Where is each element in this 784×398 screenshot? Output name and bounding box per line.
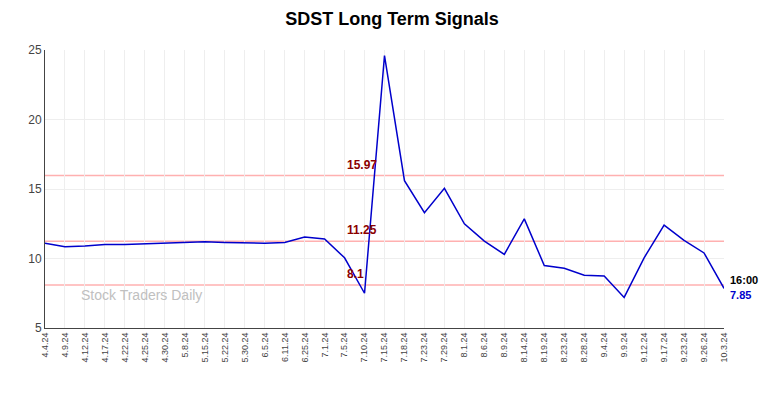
svg-text:20: 20 <box>28 113 42 127</box>
svg-text:7.5.24: 7.5.24 <box>339 333 349 358</box>
svg-text:7.10.24: 7.10.24 <box>359 333 369 363</box>
svg-text:4.12.24: 4.12.24 <box>80 333 90 363</box>
svg-text:16:00: 16:00 <box>730 274 758 286</box>
svg-text:8.19.24: 8.19.24 <box>539 333 549 363</box>
svg-text:4.4.24: 4.4.24 <box>40 333 50 358</box>
svg-text:15.97: 15.97 <box>347 158 377 172</box>
svg-text:4.22.24: 4.22.24 <box>120 333 130 363</box>
svg-text:6.5.24: 6.5.24 <box>260 333 270 358</box>
svg-text:7.18.24: 7.18.24 <box>399 333 409 363</box>
svg-text:8.9.24: 8.9.24 <box>499 333 509 358</box>
svg-text:4.9.24: 4.9.24 <box>60 333 70 358</box>
svg-text:7.23.24: 7.23.24 <box>419 333 429 363</box>
svg-text:5: 5 <box>35 321 42 335</box>
svg-text:8.6.24: 8.6.24 <box>479 333 489 358</box>
svg-text:9.12.24: 9.12.24 <box>639 333 649 363</box>
svg-text:11.25: 11.25 <box>347 223 377 237</box>
svg-text:6.11.24: 6.11.24 <box>280 333 290 362</box>
svg-text:7.85: 7.85 <box>730 289 751 301</box>
svg-text:8.14.24: 8.14.24 <box>519 333 529 363</box>
svg-text:10: 10 <box>28 252 42 266</box>
svg-text:4.25.24: 4.25.24 <box>140 333 150 363</box>
svg-text:8.28.24: 8.28.24 <box>579 333 589 363</box>
svg-text:SDST Long Term Signals: SDST Long Term Signals <box>285 9 499 29</box>
svg-text:25: 25 <box>28 43 42 57</box>
svg-text:8.1: 8.1 <box>347 267 364 281</box>
svg-text:4.30.24: 4.30.24 <box>160 333 170 363</box>
svg-text:9.26.24: 9.26.24 <box>699 333 709 363</box>
svg-text:Stock Traders Daily: Stock Traders Daily <box>81 287 202 303</box>
svg-text:7.29.24: 7.29.24 <box>439 333 449 363</box>
svg-text:5.15.24: 5.15.24 <box>200 333 210 363</box>
svg-text:7.1.24: 7.1.24 <box>320 333 330 358</box>
svg-text:5.8.24: 5.8.24 <box>180 333 190 358</box>
svg-text:9.4.24: 9.4.24 <box>599 333 609 358</box>
svg-text:10.3.24: 10.3.24 <box>719 333 729 363</box>
svg-text:6.25.24: 6.25.24 <box>300 333 310 363</box>
svg-text:4.17.24: 4.17.24 <box>100 333 110 363</box>
svg-text:9.9.24: 9.9.24 <box>619 333 629 358</box>
svg-text:8.1.24: 8.1.24 <box>459 333 469 358</box>
svg-text:5.30.24: 5.30.24 <box>240 333 250 363</box>
svg-text:7.15.24: 7.15.24 <box>379 333 389 363</box>
svg-text:9.23.24: 9.23.24 <box>679 333 689 363</box>
svg-text:5.22.24: 5.22.24 <box>220 333 230 363</box>
svg-text:8.23.24: 8.23.24 <box>559 333 569 363</box>
svg-text:9.17.24: 9.17.24 <box>659 333 669 363</box>
svg-text:15: 15 <box>28 182 42 196</box>
